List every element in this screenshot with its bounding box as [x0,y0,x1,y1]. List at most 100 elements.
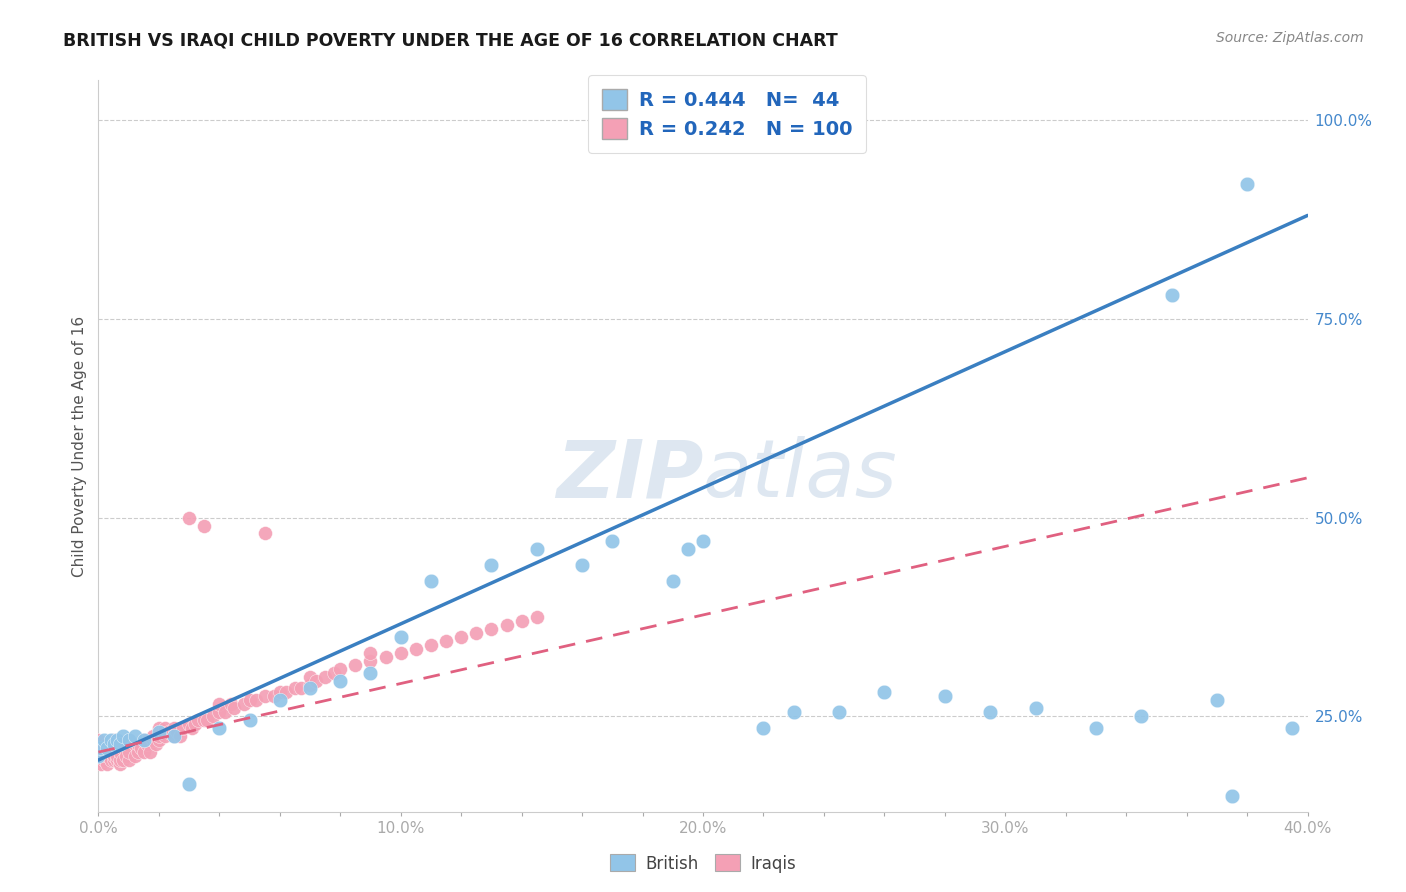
Point [184,717,207,731]
Point [100,753,122,767]
Point [232,698,254,712]
Point [142,733,165,747]
Point [148,733,170,747]
Point [934,690,956,704]
Point [420,574,443,589]
Point [179,777,201,791]
Point [1220,789,1243,803]
Point [129,741,152,756]
Point [139,745,162,759]
Point [783,706,806,720]
Point [374,649,396,664]
Point [96,741,118,756]
Point [163,729,186,743]
Point [108,745,131,759]
Point [156,725,179,739]
Point [1206,693,1229,707]
Point [208,698,231,712]
Point [100,733,122,747]
Point [181,721,204,735]
Point [269,685,291,699]
Point [752,721,775,735]
Point [127,737,149,751]
Point [100,737,122,751]
Point [111,753,134,767]
Point [661,574,683,589]
Point [602,534,624,549]
Point [193,518,215,533]
Point [193,714,215,728]
Text: ZIP: ZIP [555,436,703,515]
Point [360,665,382,680]
Point [114,749,136,764]
Point [90,757,112,772]
Point [118,733,141,747]
Point [93,753,115,767]
Point [103,749,125,764]
Point [124,729,146,743]
Point [124,749,146,764]
Point [290,681,312,696]
Point [208,706,231,720]
Point [1024,701,1046,715]
Point [389,630,412,644]
Point [526,542,548,557]
Point [692,534,714,549]
Point [195,714,218,728]
Point [305,673,328,688]
Point [323,665,346,680]
Point [828,706,851,720]
Text: BRITISH VS IRAQI CHILD POVERTY UNDER THE AGE OF 16 CORRELATION CHART: BRITISH VS IRAQI CHILD POVERTY UNDER THE… [63,31,838,49]
Point [202,709,225,723]
Point [103,737,125,751]
Point [979,706,1001,720]
Point [360,654,382,668]
Point [239,693,262,707]
Point [114,737,136,751]
Point [510,614,533,628]
Point [179,510,201,524]
Point [329,673,352,688]
Point [299,677,322,691]
Point [105,753,128,767]
Point [495,618,517,632]
Point [1236,177,1258,191]
Point [214,706,236,720]
Point [299,669,322,683]
Point [239,714,262,728]
Point [450,630,472,644]
Point [172,721,194,735]
Point [1160,288,1182,302]
Point [224,701,246,715]
Point [169,729,191,743]
Point [124,737,146,751]
Point [676,542,699,557]
Point [96,737,118,751]
Point [263,690,285,704]
Point [93,745,115,759]
Point [179,717,201,731]
Point [1281,721,1303,735]
Point [526,610,548,624]
Point [127,745,149,759]
Point [87,733,110,747]
Point [111,741,134,756]
Point [103,733,125,747]
Point [245,693,267,707]
Point [420,638,443,652]
Point [118,753,141,767]
Point [145,737,167,751]
Point [108,753,131,767]
Point [103,753,125,767]
Point [132,745,155,759]
Legend: British, Iraqis: British, Iraqis [603,847,803,880]
Point [465,625,488,640]
Point [571,558,593,573]
Point [96,757,118,772]
Point [148,729,170,743]
Point [329,662,352,676]
Point [163,721,186,735]
Point [87,737,110,751]
Point [148,721,170,735]
Point [253,690,276,704]
